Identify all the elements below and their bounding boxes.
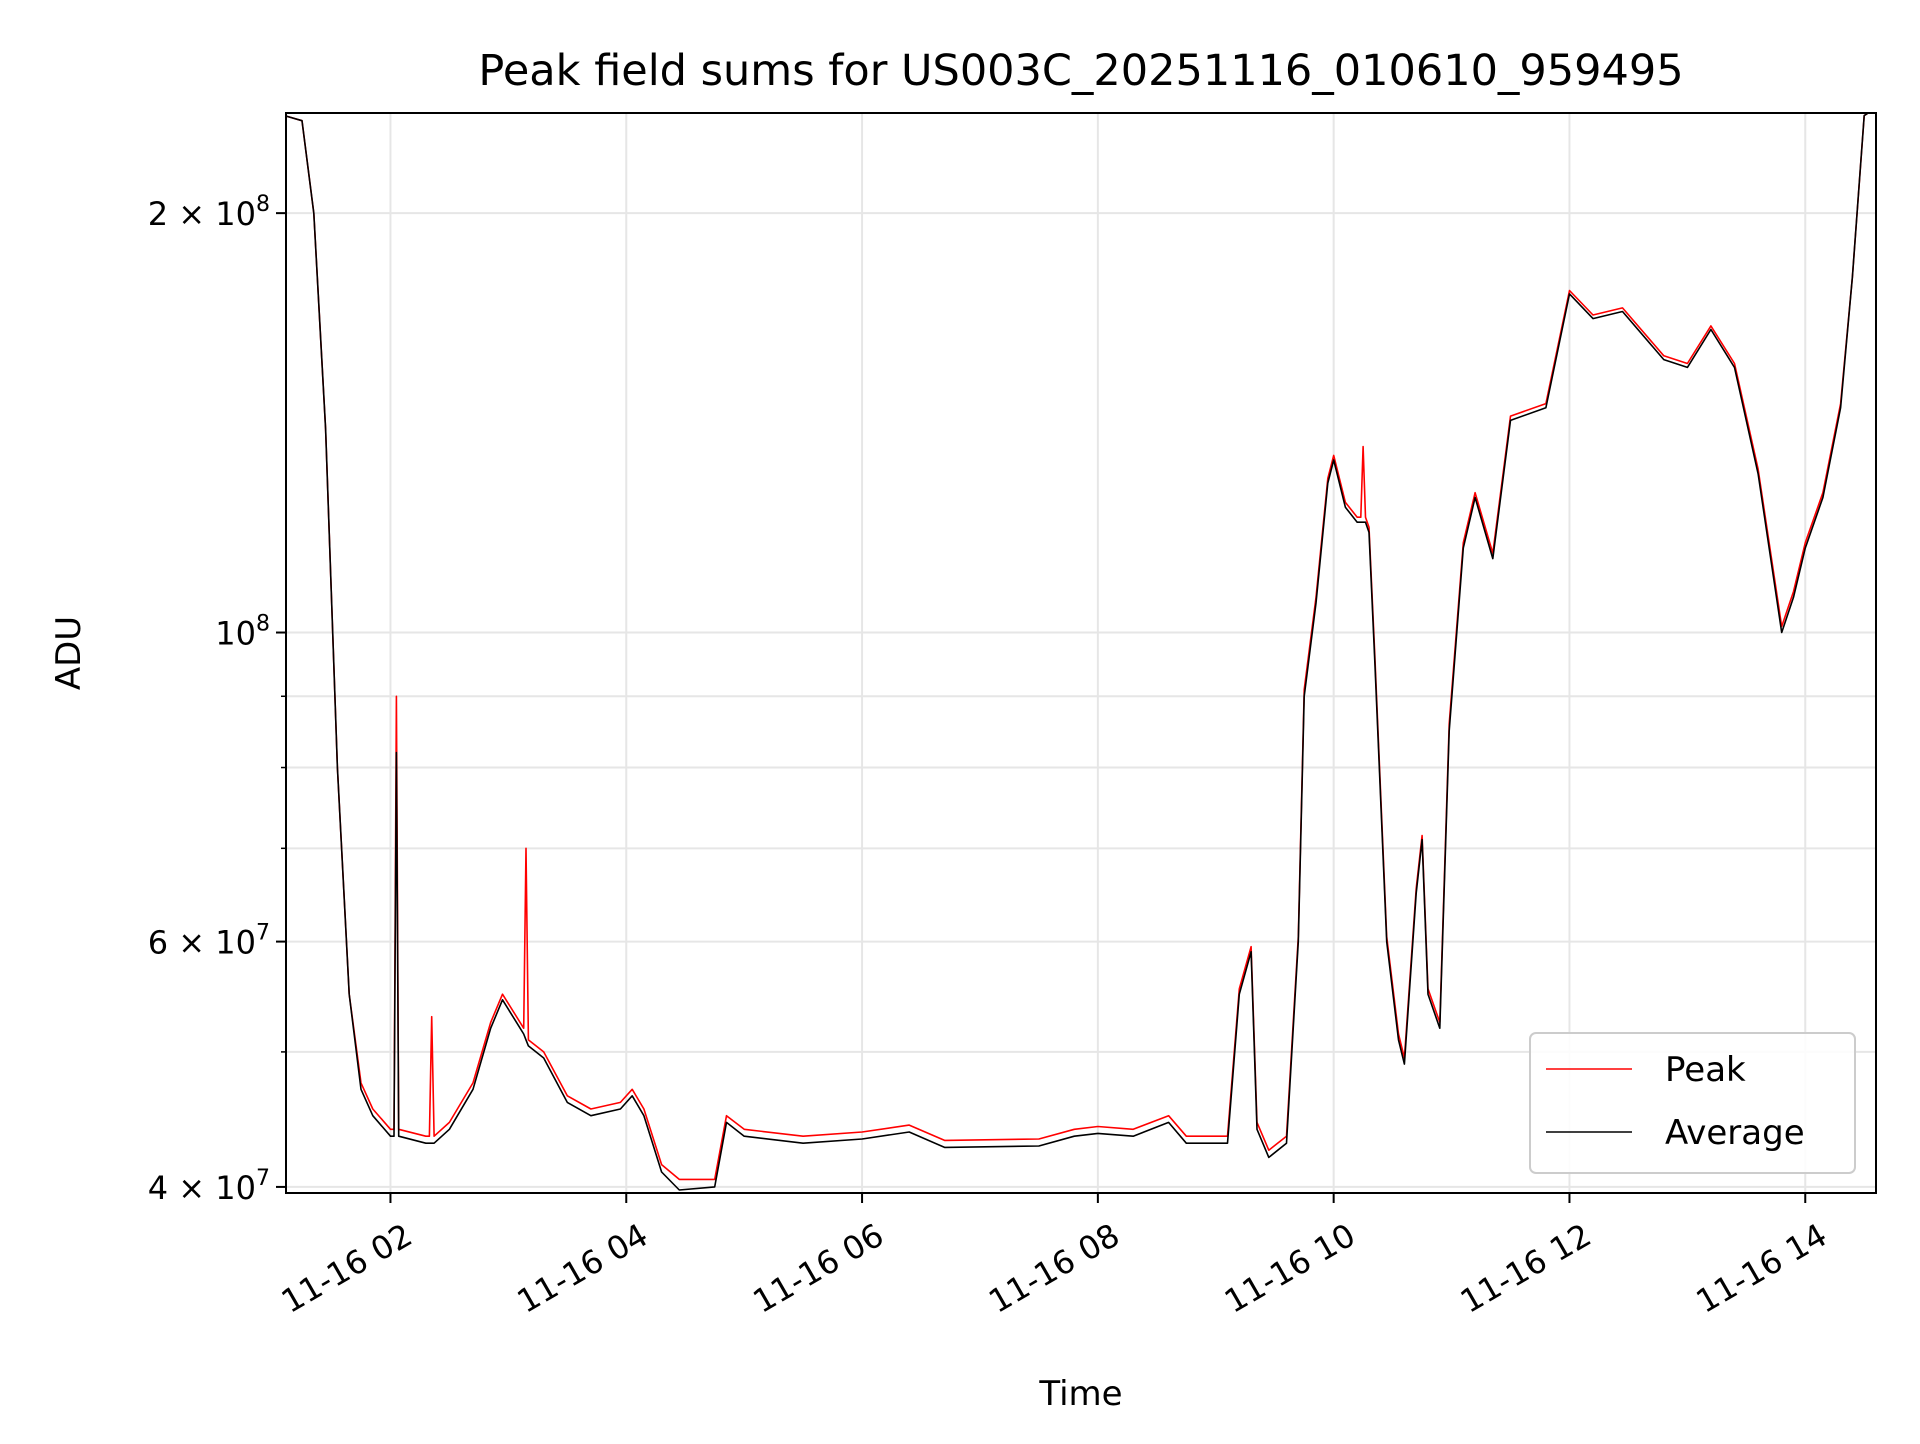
series-line-average [286, 113, 1870, 1191]
x-tick-label: 11-16 12 [1454, 1216, 1598, 1321]
x-tick-label: 11-16 06 [746, 1216, 890, 1321]
x-tick-label: 11-16 14 [1690, 1216, 1834, 1321]
y-axis-label: ADU [49, 616, 89, 690]
y-tick-mantissa: 10 [215, 615, 256, 653]
x-tick-label: 11-16 04 [511, 1216, 655, 1321]
x-tick-label: 11-16 10 [1218, 1216, 1362, 1321]
x-axis-label: Time [1038, 1374, 1122, 1414]
y-tick-label: 108 [215, 612, 270, 653]
y-tick-exponent: 8 [256, 612, 270, 637]
y-tick-exponent: 8 [256, 192, 270, 217]
x-axis: 11-16 02 11-16 04 11-16 06 11-16 08 11-16 10… [275, 1193, 1833, 1321]
x-tick-label: 11-16 02 [275, 1216, 419, 1321]
y-tick-mantissa: 2 × 10 [148, 195, 256, 233]
legend-peak-label: Peak [1665, 1050, 1746, 1090]
y-tick-label: 6 × 107 [148, 921, 270, 962]
x-tick-label: 11-16 08 [982, 1216, 1126, 1321]
legend-box [1529, 1032, 1856, 1174]
y-tick-mantissa: 4 × 10 [148, 1169, 256, 1207]
plot-frame [285, 112, 1877, 1194]
legend: Peak Average [1529, 1032, 1856, 1174]
series-lines [286, 113, 1870, 1191]
legend-average-label: Average [1665, 1113, 1805, 1153]
y-tick-mantissa: 6 × 10 [148, 924, 256, 962]
y-tick-exponent: 7 [256, 921, 270, 946]
grid [286, 113, 1876, 1193]
y-tick-label: 4 × 107 [148, 1166, 270, 1207]
y-tick-exponent: 7 [256, 1166, 270, 1191]
y-tick-label: 2 × 108 [148, 192, 270, 233]
series-line-peak [286, 113, 1870, 1181]
chart-title: Peak field sums for US003C_20251116_0106… [478, 46, 1683, 96]
